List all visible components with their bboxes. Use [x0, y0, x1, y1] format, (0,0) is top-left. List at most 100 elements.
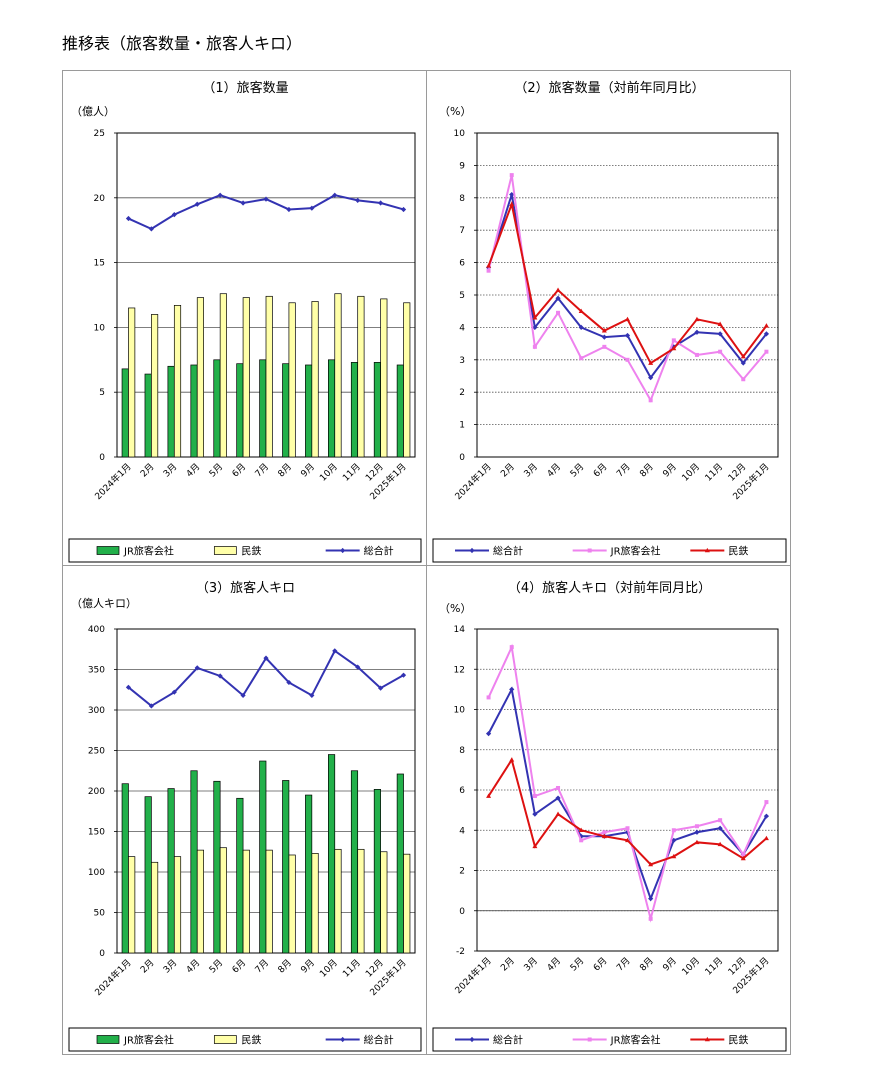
- x-tick-label: 7月: [253, 461, 271, 479]
- point-1-3: [556, 310, 561, 315]
- y-tick-label: 50: [94, 909, 106, 919]
- point-2-0: [486, 793, 492, 798]
- point-2-5: [601, 833, 607, 839]
- bar-0-3: [190, 364, 198, 458]
- y-unit-label: （%）: [439, 602, 471, 615]
- bar-0-1: [144, 373, 152, 458]
- point-1-4: [579, 356, 584, 361]
- bar-1-11: [380, 851, 388, 954]
- bar-1-4: [219, 847, 227, 954]
- point-2-10: [717, 841, 723, 847]
- point-2-12: [763, 323, 769, 328]
- x-tick-label: 3月: [522, 955, 540, 973]
- point-1-9: [694, 824, 699, 829]
- point-1-6: [625, 826, 630, 831]
- bar-1-3: [196, 849, 204, 954]
- legend-box: [68, 1027, 422, 1052]
- bar-1-9: [334, 293, 342, 458]
- bar-0-7: [282, 780, 290, 954]
- point-1-5: [602, 344, 607, 349]
- y-tick-label: 250: [88, 747, 105, 757]
- point-2-9: [694, 316, 700, 322]
- x-tick-label: 9月: [299, 957, 317, 975]
- legend-swatch-1: [213, 1035, 237, 1044]
- y-tick-label: 1: [459, 421, 465, 431]
- point-2-4: [578, 827, 584, 833]
- y-tick-label: 6: [459, 259, 465, 269]
- page-title: 推移表（旅客数量・旅客人キロ）: [62, 34, 303, 53]
- y-tick-label: 350: [88, 666, 105, 676]
- legend-box: [68, 538, 422, 563]
- legend-marker-2: [704, 547, 710, 553]
- x-tick-label: 6月: [230, 461, 248, 479]
- point-2-11: [378, 200, 384, 206]
- bar-1-10: [357, 295, 365, 458]
- x-tick-label: 2024年1月: [452, 461, 493, 502]
- x-tick-label: 11月: [703, 461, 725, 483]
- bar-0-8: [305, 794, 313, 954]
- y-tick-label: -2: [456, 947, 465, 957]
- chart-title: （1）旅客数量: [202, 80, 288, 96]
- x-tick-label: 2月: [138, 957, 156, 975]
- y-tick-label: 10: [454, 706, 466, 716]
- point-1-4: [579, 838, 584, 843]
- chart-panel-passenger-count: （1）旅客数量 （億人） 0 5 10 15 20 25 2024年1月 2月 3月 4月 5月 6月 7月…: [62, 70, 427, 566]
- legend-marker-0: [469, 547, 475, 554]
- y-tick-label: 8: [459, 746, 465, 756]
- point-2-4: [217, 192, 223, 198]
- x-tick-label: 5月: [568, 955, 586, 973]
- y-unit-label: （億人）: [71, 105, 115, 118]
- point-2-10: [717, 321, 723, 326]
- plot-frame: [476, 132, 779, 458]
- bar-0-6: [259, 760, 267, 954]
- bar-0-5: [236, 363, 244, 458]
- bar-1-1: [151, 861, 159, 954]
- y-tick-label: 15: [94, 259, 105, 269]
- point-2-11: [378, 685, 384, 691]
- y-tick-label: 150: [88, 828, 105, 838]
- legend-marker-1: [587, 1037, 592, 1042]
- y-tick-label: 9: [459, 161, 465, 171]
- chart-svg: （2）旅客数量（対前年同月比） （%） 0 1 2 3 4 5 6 7 8 9 10 2024年1月 2月 3…: [432, 80, 787, 563]
- point-2-8: [671, 853, 677, 859]
- point-1-7: [648, 398, 653, 403]
- y-tick-label: 5: [459, 291, 465, 301]
- bar-1-0: [128, 307, 136, 458]
- y-tick-label: 2: [459, 388, 465, 398]
- bar-0-12: [396, 773, 404, 954]
- point-1-10: [718, 349, 723, 354]
- y-unit-label: （億人キロ）: [71, 597, 137, 610]
- point-1-1: [509, 645, 514, 650]
- y-tick-label: 300: [88, 706, 105, 716]
- point-0-3: [555, 295, 561, 301]
- x-tick-label: 2月: [499, 461, 517, 479]
- legend-swatch-0: [96, 1035, 120, 1044]
- bar-0-2: [167, 788, 175, 954]
- bar-1-8: [311, 853, 319, 954]
- point-1-0: [486, 268, 491, 273]
- point-1-9: [694, 352, 699, 357]
- bar-1-9: [334, 848, 342, 954]
- legend-box: [432, 1027, 787, 1052]
- point-0-1: [509, 191, 515, 198]
- point-1-11: [741, 377, 746, 382]
- bar-1-1: [151, 314, 159, 458]
- legend-marker-2: [340, 547, 346, 554]
- point-2-0: [486, 263, 492, 268]
- legend-marker-2: [704, 1036, 710, 1042]
- point-2-1: [509, 201, 515, 207]
- bar-0-3: [190, 770, 198, 954]
- x-tick-label: 10月: [318, 957, 340, 979]
- point-0-12: [763, 331, 770, 337]
- chart-svg: （3）旅客人キロ （億人キロ） 0 50 100 150 200 250 300 350 400 20…: [68, 580, 422, 1052]
- point-2-1: [148, 226, 154, 232]
- point-2-9: [332, 648, 338, 654]
- x-tick-label: 4月: [184, 957, 202, 975]
- y-tick-label: 10: [94, 323, 106, 333]
- x-tick-label: 3月: [161, 461, 179, 479]
- point-2-3: [555, 287, 561, 292]
- bar-1-11: [380, 298, 388, 458]
- point-2-5: [240, 200, 246, 206]
- y-tick-label: 6: [459, 786, 465, 796]
- point-2-0: [125, 215, 132, 222]
